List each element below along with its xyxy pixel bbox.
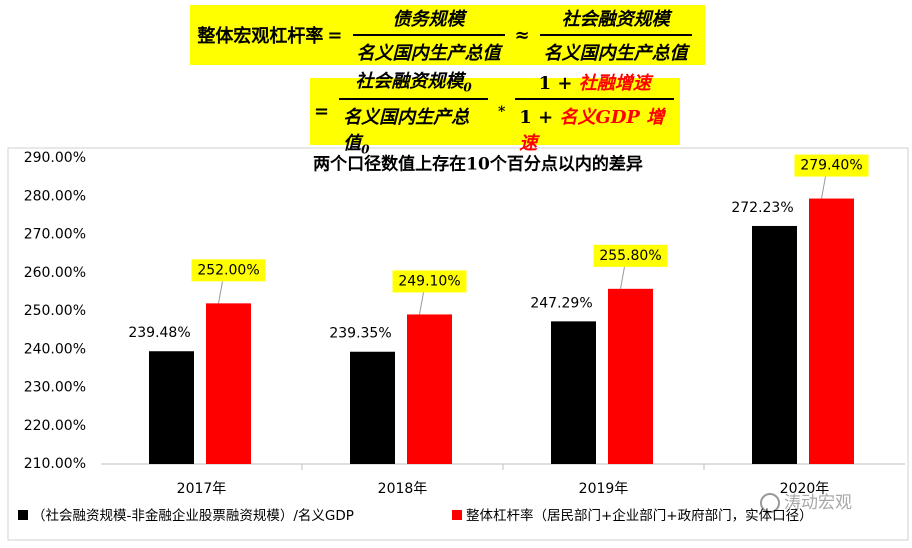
data-label-box — [191, 259, 266, 282]
subscript: 0 — [361, 142, 370, 157]
label-leader — [620, 266, 625, 289]
formula-times: * — [497, 103, 506, 120]
bar — [350, 351, 395, 464]
y-tick-label: 210.00% — [24, 456, 86, 472]
numerator: 社会融资规模0 — [351, 67, 475, 98]
y-tick-label: 270.00% — [24, 227, 86, 243]
label-leader — [218, 281, 223, 304]
formula-eq: = — [314, 101, 330, 122]
denominator: 名义国内生产总值 — [539, 34, 692, 65]
y-tick-label: 220.00% — [24, 418, 86, 434]
legend-swatch — [18, 510, 28, 520]
y-tick-label: 260.00% — [24, 265, 86, 281]
y-tick-label: 290.00% — [24, 150, 86, 166]
legend-label: （社会融资规模-非金融企业股票融资规模）/名义GDP — [32, 507, 354, 524]
numerator: 1 + 社融增速 — [535, 69, 655, 98]
legend-label: 整体杠杆率（居民部门+企业部门+政府部门，实体口径） — [466, 507, 813, 524]
data-label: 252.00% — [197, 262, 259, 278]
x-tick-label: 2019年 — [579, 481, 629, 497]
x-tick-label: 2018年 — [378, 481, 428, 497]
label-leader — [419, 292, 424, 315]
subscript: 0 — [463, 80, 472, 95]
numerator: 债务规模 — [392, 9, 465, 30]
watermark: 涛动宏观 — [784, 493, 852, 513]
denominator-text: 名义国内生产总值 — [343, 106, 470, 154]
bar — [407, 314, 452, 464]
fraction: 债务规模 名义国内生产总值 — [352, 5, 505, 65]
data-label: 249.10% — [398, 273, 460, 289]
data-label-box — [593, 244, 668, 267]
formula-2: = 社会融资规模0 名义国内生产总值0 * 1 + 社融增速 1 + 名义GDP… — [310, 71, 680, 156]
denominator-highlight: 名义GDP 增速 — [519, 106, 665, 154]
bar — [608, 288, 653, 464]
data-label-box — [392, 270, 467, 293]
denominator: 1 + 名义GDP 增速 — [515, 97, 674, 155]
numerator-text: 社会融资规模 — [355, 70, 464, 92]
y-tick-label: 230.00% — [24, 380, 86, 396]
formula-approx: ≈ — [514, 24, 530, 46]
bar — [149, 351, 194, 464]
data-label: 272.23% — [731, 200, 793, 216]
y-tick-label: 280.00% — [24, 188, 86, 204]
denominator-prefix: 1 + — [519, 106, 554, 128]
chart-title: 两个口径数值上存在10个百分点以内的差异 — [313, 154, 643, 175]
data-label: 247.29% — [530, 295, 592, 311]
bar — [809, 198, 854, 465]
fraction: 社会融资规模 名义国内生产总值 — [539, 5, 692, 65]
numerator-highlight: 社融增速 — [578, 72, 651, 94]
bar — [206, 303, 251, 464]
bar — [551, 321, 596, 464]
data-label: 239.35% — [329, 326, 391, 342]
formula-1: 整体宏观杠杆率 = 债务规模 名义国内生产总值 ≈ 社会融资规模 名义国内生产总… — [190, 5, 705, 65]
formula-eq: = — [327, 24, 343, 46]
denominator: 名义国内生产总值0 — [339, 97, 488, 157]
numerator: 社会融资规模 — [561, 9, 670, 30]
x-tick-label: 2017年 — [177, 481, 227, 497]
data-label: 255.80% — [599, 248, 661, 264]
y-tick-label: 240.00% — [24, 341, 86, 357]
numerator-prefix: 1 + — [538, 72, 573, 94]
fraction: 1 + 社融增速 1 + 名义GDP 增速 — [515, 69, 674, 155]
y-tick-label: 250.00% — [24, 303, 86, 319]
x-tick-label: 2020年 — [780, 481, 830, 497]
legend-swatch — [452, 510, 462, 520]
data-label: 279.40% — [800, 158, 862, 174]
denominator: 名义国内生产总值 — [352, 34, 505, 65]
bar — [752, 225, 797, 464]
data-label-box — [794, 154, 869, 177]
formula-lhs: 整体宏观杠杆率 — [197, 26, 324, 47]
fraction: 社会融资规模0 名义国内生产总值0 — [339, 67, 488, 156]
data-label: 239.48% — [128, 325, 190, 341]
label-leader — [821, 176, 826, 199]
watermark-icon — [760, 493, 780, 513]
